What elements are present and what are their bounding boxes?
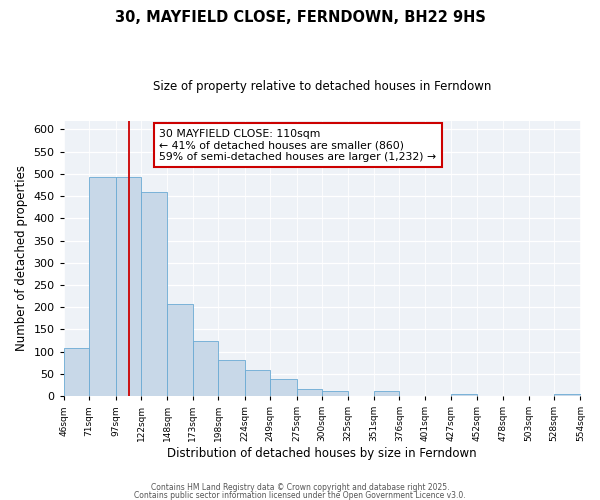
Bar (141, 192, 167, 396)
Bar (374, 391, 400, 396)
Text: Contains public sector information licensed under the Open Government Licence v3: Contains public sector information licen… (134, 490, 466, 500)
Bar (296, 390, 322, 396)
Text: 30, MAYFIELD CLOSE, FERNDOWN, BH22 9HS: 30, MAYFIELD CLOSE, FERNDOWN, BH22 9HS (115, 10, 485, 25)
Bar (64, 348, 89, 396)
Bar (322, 391, 347, 396)
Y-axis label: Number of detached properties: Number of detached properties (15, 166, 28, 352)
Bar (245, 370, 270, 396)
Bar (554, 394, 581, 396)
Bar (167, 304, 193, 396)
Bar (193, 340, 218, 396)
Text: Contains HM Land Registry data © Crown copyright and database right 2025.: Contains HM Land Registry data © Crown c… (151, 484, 449, 492)
X-axis label: Distribution of detached houses by size in Ferndown: Distribution of detached houses by size … (167, 447, 477, 460)
Bar (116, 177, 141, 396)
Bar (451, 394, 477, 396)
Bar (89, 177, 116, 396)
Title: Size of property relative to detached houses in Ferndown: Size of property relative to detached ho… (153, 80, 491, 93)
Text: 30 MAYFIELD CLOSE: 110sqm
← 41% of detached houses are smaller (860)
59% of semi: 30 MAYFIELD CLOSE: 110sqm ← 41% of detac… (160, 129, 436, 162)
Bar (218, 360, 245, 396)
Bar (270, 379, 296, 396)
